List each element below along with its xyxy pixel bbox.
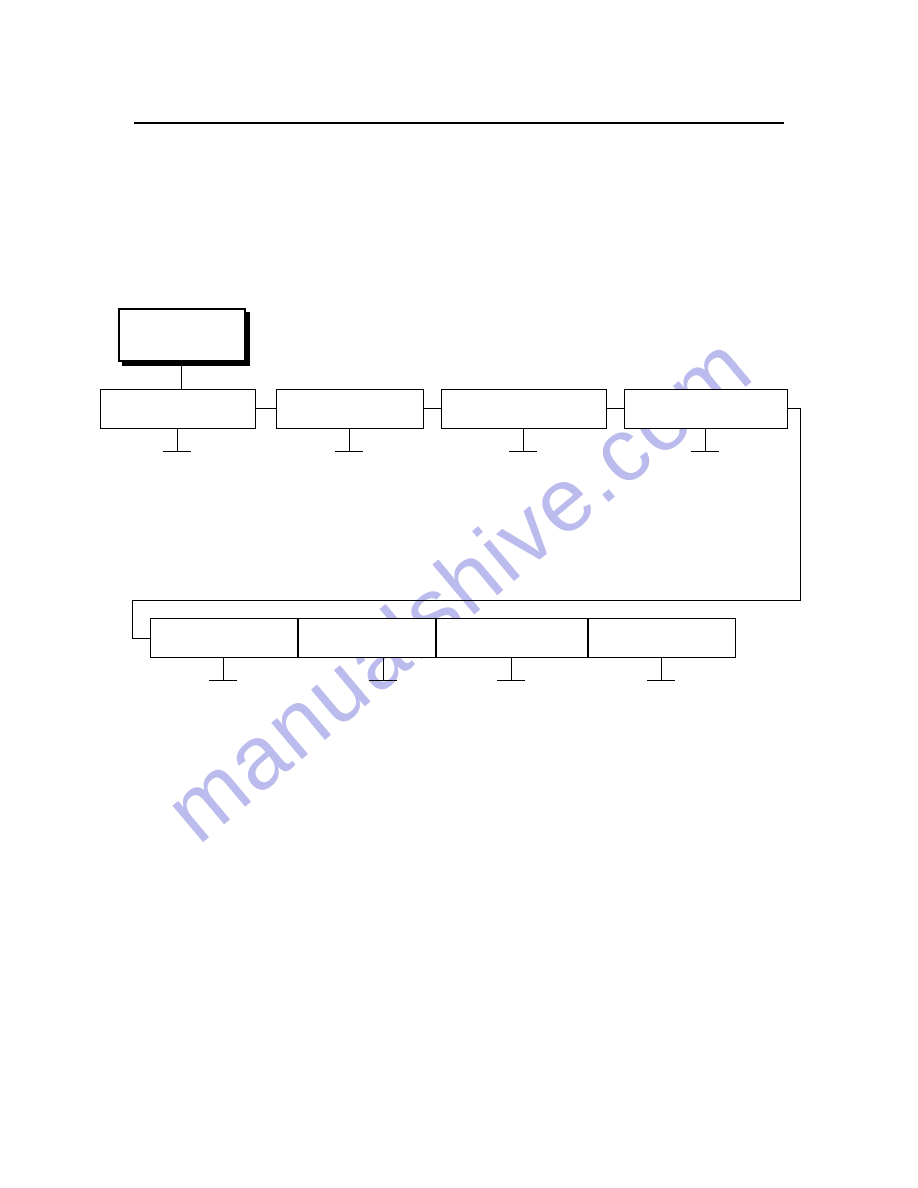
row2-node <box>298 618 436 658</box>
connector <box>177 429 178 451</box>
connector <box>705 429 706 451</box>
connector <box>497 680 525 681</box>
connector <box>424 408 441 409</box>
connector <box>800 408 801 600</box>
connector <box>383 658 384 680</box>
connector <box>523 429 524 451</box>
connector <box>163 451 191 452</box>
connector <box>223 658 224 680</box>
connector <box>181 366 182 389</box>
row1-node <box>276 389 424 429</box>
connector <box>511 658 512 680</box>
connector <box>132 600 801 601</box>
connector <box>209 680 237 681</box>
row1-node <box>624 389 788 429</box>
connector <box>509 451 537 452</box>
row1-node <box>441 389 607 429</box>
connector <box>132 638 150 639</box>
header-rule <box>134 122 784 124</box>
connector <box>788 408 800 409</box>
row2-node <box>150 618 298 658</box>
connector <box>661 658 662 680</box>
connector <box>647 680 675 681</box>
connector <box>349 429 350 451</box>
root-node <box>118 308 246 362</box>
connector <box>132 600 133 638</box>
row2-node <box>436 618 588 658</box>
row2-node <box>588 618 736 658</box>
connector <box>256 408 276 409</box>
connector <box>607 408 624 409</box>
connector <box>691 451 719 452</box>
row1-node <box>100 389 256 429</box>
connector <box>369 680 397 681</box>
connector <box>335 451 363 452</box>
